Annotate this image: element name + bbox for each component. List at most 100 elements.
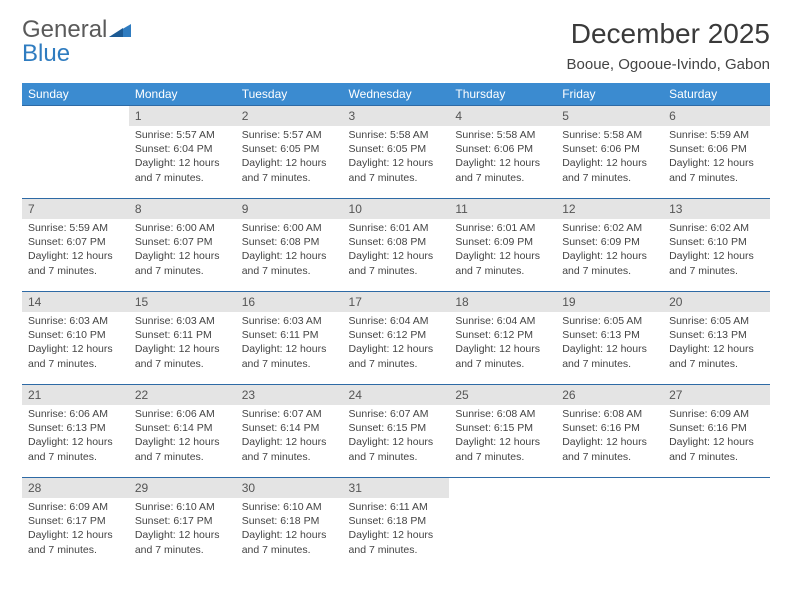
- day1-text: Daylight: 12 hours: [349, 435, 444, 449]
- day-cell: [556, 498, 663, 570]
- sunrise-text: Sunrise: 5:59 AM: [28, 221, 123, 235]
- dow-wed: Wednesday: [343, 83, 450, 106]
- sunrise-text: Sunrise: 6:03 AM: [135, 314, 230, 328]
- daynum-row: 78910111213: [22, 199, 770, 220]
- day1-text: Daylight: 12 hours: [242, 528, 337, 542]
- day2-text: and 7 minutes.: [349, 450, 444, 464]
- day-number: 14: [22, 292, 129, 313]
- day1-text: Daylight: 12 hours: [455, 342, 550, 356]
- sunset-text: Sunset: 6:17 PM: [28, 514, 123, 528]
- sunset-text: Sunset: 6:08 PM: [349, 235, 444, 249]
- day-number: 25: [449, 385, 556, 406]
- content-row: Sunrise: 5:59 AMSunset: 6:07 PMDaylight:…: [22, 219, 770, 292]
- sunset-text: Sunset: 6:17 PM: [135, 514, 230, 528]
- dow-tue: Tuesday: [236, 83, 343, 106]
- sunset-text: Sunset: 6:14 PM: [135, 421, 230, 435]
- sunset-text: Sunset: 6:06 PM: [455, 142, 550, 156]
- day2-text: and 7 minutes.: [562, 264, 657, 278]
- day1-text: Daylight: 12 hours: [242, 156, 337, 170]
- day1-text: Daylight: 12 hours: [28, 342, 123, 356]
- day1-text: Daylight: 12 hours: [135, 528, 230, 542]
- day-cell: Sunrise: 5:58 AMSunset: 6:05 PMDaylight:…: [343, 126, 450, 199]
- sunrise-text: Sunrise: 6:07 AM: [349, 407, 444, 421]
- day-number: [663, 478, 770, 499]
- sunrise-text: Sunrise: 6:04 AM: [455, 314, 550, 328]
- day2-text: and 7 minutes.: [135, 543, 230, 557]
- day2-text: and 7 minutes.: [562, 171, 657, 185]
- day-number: 30: [236, 478, 343, 499]
- calendar-body: 123456Sunrise: 5:57 AMSunset: 6:04 PMDay…: [22, 106, 770, 571]
- brand-logo: General Blue: [22, 18, 131, 66]
- day-number: 19: [556, 292, 663, 313]
- day-number: 23: [236, 385, 343, 406]
- sunset-text: Sunset: 6:11 PM: [135, 328, 230, 342]
- day1-text: Daylight: 12 hours: [669, 249, 764, 263]
- day-number: 17: [343, 292, 450, 313]
- day-number: 7: [22, 199, 129, 220]
- sunrise-text: Sunrise: 6:09 AM: [669, 407, 764, 421]
- day-number: 29: [129, 478, 236, 499]
- day2-text: and 7 minutes.: [455, 171, 550, 185]
- brand-word1: General: [22, 16, 107, 43]
- day2-text: and 7 minutes.: [562, 450, 657, 464]
- sunset-text: Sunset: 6:06 PM: [562, 142, 657, 156]
- day1-text: Daylight: 12 hours: [349, 249, 444, 263]
- day-number: 5: [556, 106, 663, 127]
- day-cell: Sunrise: 5:59 AMSunset: 6:07 PMDaylight:…: [22, 219, 129, 292]
- day2-text: and 7 minutes.: [455, 264, 550, 278]
- day2-text: and 7 minutes.: [669, 264, 764, 278]
- day-number: 15: [129, 292, 236, 313]
- day-number: 31: [343, 478, 450, 499]
- dow-fri: Friday: [556, 83, 663, 106]
- header: General Blue December 2025 Booue, Ogooue…: [22, 18, 770, 73]
- day1-text: Daylight: 12 hours: [669, 342, 764, 356]
- day2-text: and 7 minutes.: [242, 357, 337, 371]
- dow-sat: Saturday: [663, 83, 770, 106]
- dow-sun: Sunday: [22, 83, 129, 106]
- day2-text: and 7 minutes.: [242, 543, 337, 557]
- sunset-text: Sunset: 6:04 PM: [135, 142, 230, 156]
- day-cell: Sunrise: 6:04 AMSunset: 6:12 PMDaylight:…: [343, 312, 450, 385]
- day-cell: Sunrise: 5:57 AMSunset: 6:04 PMDaylight:…: [129, 126, 236, 199]
- month-title: December 2025: [567, 18, 770, 50]
- sunrise-text: Sunrise: 6:05 AM: [562, 314, 657, 328]
- day2-text: and 7 minutes.: [349, 357, 444, 371]
- day2-text: and 7 minutes.: [135, 357, 230, 371]
- day1-text: Daylight: 12 hours: [669, 435, 764, 449]
- daynum-row: 28293031: [22, 478, 770, 499]
- sunrise-text: Sunrise: 6:07 AM: [242, 407, 337, 421]
- sunset-text: Sunset: 6:06 PM: [669, 142, 764, 156]
- sunrise-text: Sunrise: 6:00 AM: [242, 221, 337, 235]
- day-cell: Sunrise: 6:03 AMSunset: 6:10 PMDaylight:…: [22, 312, 129, 385]
- day2-text: and 7 minutes.: [669, 171, 764, 185]
- day2-text: and 7 minutes.: [349, 543, 444, 557]
- day2-text: and 7 minutes.: [349, 171, 444, 185]
- day-cell: Sunrise: 6:10 AMSunset: 6:18 PMDaylight:…: [236, 498, 343, 570]
- sunrise-text: Sunrise: 6:03 AM: [242, 314, 337, 328]
- sunrise-text: Sunrise: 6:08 AM: [455, 407, 550, 421]
- day-cell: [663, 498, 770, 570]
- sunrise-text: Sunrise: 5:59 AM: [669, 128, 764, 142]
- sunset-text: Sunset: 6:11 PM: [242, 328, 337, 342]
- sunrise-text: Sunrise: 6:09 AM: [28, 500, 123, 514]
- sunrise-text: Sunrise: 6:02 AM: [562, 221, 657, 235]
- day-cell: Sunrise: 6:09 AMSunset: 6:16 PMDaylight:…: [663, 405, 770, 478]
- day-cell: [449, 498, 556, 570]
- day2-text: and 7 minutes.: [28, 450, 123, 464]
- day-number: 9: [236, 199, 343, 220]
- day1-text: Daylight: 12 hours: [135, 156, 230, 170]
- sunrise-text: Sunrise: 6:05 AM: [669, 314, 764, 328]
- sunset-text: Sunset: 6:13 PM: [28, 421, 123, 435]
- day1-text: Daylight: 12 hours: [349, 342, 444, 356]
- sunset-text: Sunset: 6:09 PM: [562, 235, 657, 249]
- sunrise-text: Sunrise: 6:10 AM: [242, 500, 337, 514]
- sunset-text: Sunset: 6:18 PM: [349, 514, 444, 528]
- location-text: Booue, Ogooue-Ivindo, Gabon: [567, 56, 770, 73]
- sunset-text: Sunset: 6:18 PM: [242, 514, 337, 528]
- day1-text: Daylight: 12 hours: [562, 249, 657, 263]
- day-cell: Sunrise: 6:07 AMSunset: 6:15 PMDaylight:…: [343, 405, 450, 478]
- day2-text: and 7 minutes.: [669, 450, 764, 464]
- day1-text: Daylight: 12 hours: [242, 435, 337, 449]
- sunset-text: Sunset: 6:15 PM: [349, 421, 444, 435]
- sunset-text: Sunset: 6:14 PM: [242, 421, 337, 435]
